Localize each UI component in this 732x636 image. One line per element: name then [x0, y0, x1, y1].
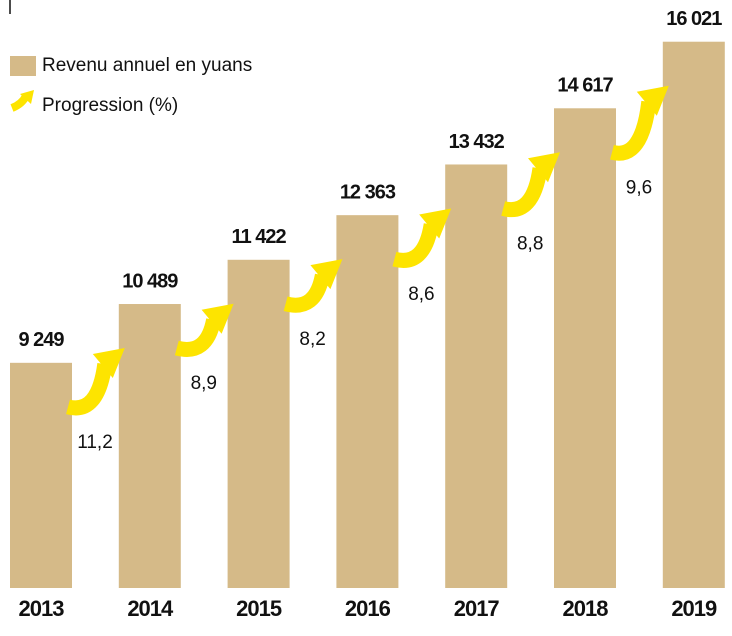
- progression-label: 8,2: [299, 329, 325, 350]
- arrow-head: [201, 303, 234, 334]
- legend-arrow-body: [10, 94, 30, 112]
- x-tick-label: 2017: [454, 596, 500, 621]
- value-label: 9 249: [18, 329, 64, 351]
- arrow-head: [419, 208, 452, 239]
- x-tick-label: 2016: [345, 596, 391, 621]
- x-tick-label: 2013: [19, 596, 65, 621]
- value-label: 12 363: [340, 181, 396, 203]
- value-label: 16 021: [666, 8, 722, 30]
- progression-label: 8,6: [408, 284, 434, 305]
- x-tick-label: 2015: [236, 596, 282, 621]
- legend-label: Progression (%): [42, 95, 178, 116]
- progression-arrow: [501, 152, 560, 218]
- arrow-head: [310, 259, 343, 290]
- value-label: 11 422: [232, 226, 287, 248]
- progression-arrow: [174, 303, 234, 357]
- x-tick-label: 2018: [563, 596, 609, 621]
- legend-arrow-head: [20, 90, 34, 104]
- arrow-head: [636, 85, 669, 116]
- progression-arrow: [283, 259, 343, 313]
- progression-arrow: [610, 85, 669, 161]
- x-tick-label: 2014: [127, 596, 174, 621]
- value-label: 13 432: [449, 131, 505, 153]
- legend-swatch: [10, 56, 36, 76]
- arrow-body: [610, 100, 657, 161]
- legend-label: Revenu annuel en yuans: [42, 55, 252, 76]
- bar: [227, 259, 290, 588]
- value-label: 10 489: [122, 270, 178, 292]
- x-tick-label: 2019: [671, 596, 717, 621]
- arrow-body: [283, 273, 330, 313]
- bar: [445, 164, 508, 588]
- progression-label: 8,9: [191, 373, 217, 394]
- arrow-body: [392, 223, 439, 268]
- arrow-head: [528, 152, 560, 183]
- bar: [118, 304, 181, 588]
- progression-arrow: [392, 208, 452, 268]
- progression-label: 8,8: [517, 233, 543, 254]
- legend-arrow: [10, 90, 34, 112]
- arrow-body: [501, 167, 548, 218]
- arrow-body: [174, 318, 221, 357]
- value-label: 14 617: [557, 75, 613, 97]
- bar: [662, 41, 725, 588]
- arrow-body: [66, 362, 113, 416]
- progression-label: 9,6: [626, 177, 652, 198]
- bar: [10, 362, 72, 588]
- bar: [554, 108, 616, 588]
- progression-label: 11,2: [77, 432, 113, 453]
- arrow-head: [92, 348, 125, 379]
- progression-arrow: [66, 348, 125, 416]
- bar: [336, 215, 399, 588]
